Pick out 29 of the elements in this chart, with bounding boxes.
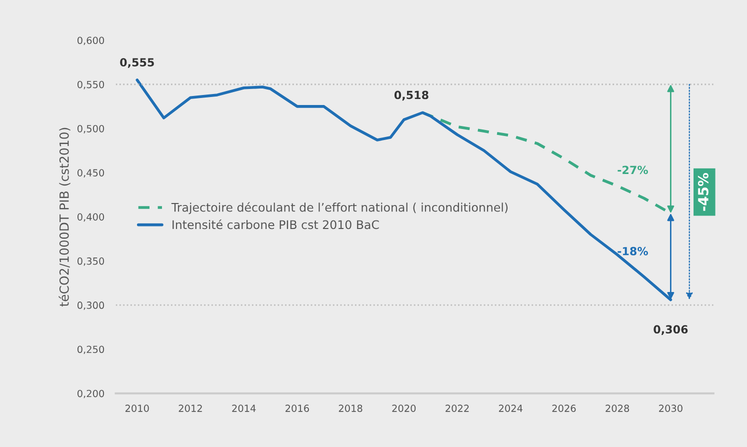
x-tick-label: 2012	[178, 404, 202, 412]
x-tick-label: 2026	[552, 404, 576, 412]
x-tick-label: 2010	[125, 404, 149, 412]
y-tick-label: 0,450	[77, 169, 104, 178]
x-tick-label: 2016	[286, 404, 309, 412]
annotation: -45%	[698, 173, 708, 211]
y-tick-label: 0,200	[77, 390, 104, 398]
y-axis-title: téCO2/1000DT PIB (cst2010)	[58, 128, 70, 306]
y-tick-label: 0,300	[77, 302, 104, 310]
y-tick-label: 0,400	[77, 213, 104, 222]
x-tick-label: 2020	[392, 404, 416, 412]
annotation: 0,518	[394, 90, 428, 101]
x-tick-label: 2018	[338, 404, 362, 412]
y-tick-label: 0,350	[77, 257, 104, 266]
legend-label: Trajectoire découlant de l’effort national ( inconditionnel)	[171, 202, 508, 214]
annotation: -18%	[618, 246, 648, 256]
x-tick-label: 2030	[659, 404, 682, 412]
x-tick-label: 2024	[498, 404, 522, 412]
x-tick-label: 2028	[606, 404, 630, 412]
y-tick-label: 0,550	[77, 80, 104, 90]
y-tick-label: 0,500	[77, 124, 104, 134]
x-tick-label: 2014	[232, 404, 256, 412]
annotation: 0,306	[654, 325, 688, 335]
annotation: 0,555	[120, 58, 154, 68]
x-tick-label: 2022	[446, 404, 469, 412]
legend-label: Intensité carbone PIB cst 2010 BaC	[172, 220, 379, 230]
y-tick-label: 0,600	[77, 36, 104, 46]
annotation: -27%	[618, 166, 648, 174]
y-tick-label: 0,250	[77, 346, 104, 354]
